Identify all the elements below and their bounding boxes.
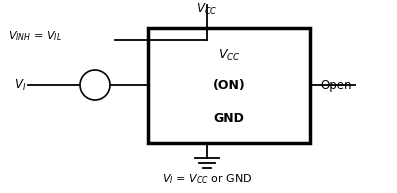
Text: $V_I$ = $V_{CC}$ or GND: $V_I$ = $V_{CC}$ or GND — [162, 172, 252, 186]
Text: $V_I$: $V_I$ — [14, 77, 26, 93]
Text: $V_{CC}$: $V_{CC}$ — [196, 2, 218, 17]
Text: Open: Open — [320, 79, 351, 91]
FancyBboxPatch shape — [148, 28, 310, 143]
Text: $V_{CC}$: $V_{CC}$ — [218, 47, 240, 63]
Text: A: A — [91, 79, 99, 91]
Text: GND: GND — [214, 112, 245, 124]
Text: $V_{INH}$ = $V_{IL}$: $V_{INH}$ = $V_{IL}$ — [8, 29, 62, 43]
Circle shape — [80, 70, 110, 100]
Text: (ON): (ON) — [213, 79, 245, 91]
